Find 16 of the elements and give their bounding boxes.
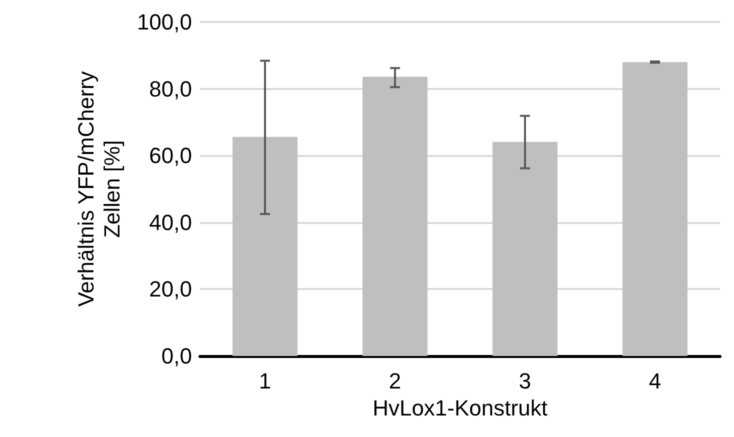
y-tick-label: 80,0	[149, 76, 192, 102]
x-axis-title: HvLox1-Konstrukt	[372, 395, 548, 420]
y-tick-label: 0,0	[161, 344, 192, 368]
bar	[622, 62, 688, 356]
x-tick-label: 1	[258, 368, 272, 394]
x-tick-label: 3	[518, 368, 532, 394]
y-tick-label: 60,0	[149, 143, 192, 168]
x-tick-label: 4	[648, 368, 662, 394]
y-axis-title: Verhältnis YFP/mCherry Zellen [%]	[74, 71, 124, 307]
bar	[492, 142, 558, 356]
y-tick-label: 40,0	[149, 210, 192, 235]
bar	[362, 76, 428, 356]
y-tick-label: 100,0	[136, 10, 192, 34]
x-tick-label: 2	[388, 368, 402, 394]
bar	[232, 136, 298, 356]
y-tick-label: 20,0	[149, 276, 192, 302]
